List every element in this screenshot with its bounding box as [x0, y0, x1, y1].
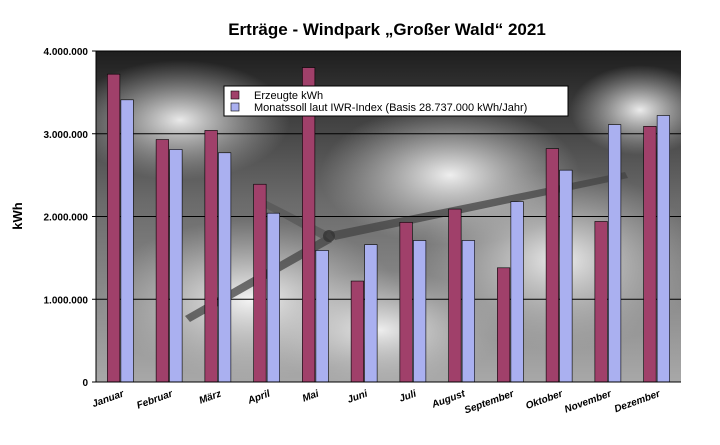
bar-series-2-juli	[413, 240, 427, 383]
bar-series-1-märz	[204, 130, 218, 383]
legend-label-series-1: Erzeugte kWh	[254, 90, 323, 102]
bar-series-1-dezember	[643, 126, 657, 383]
bar-series-2-november	[608, 124, 622, 383]
bar-series-1-juli	[399, 221, 413, 383]
bar-series-2-dezember	[656, 115, 670, 383]
legend-swatch-series-1	[230, 90, 240, 100]
x-tick-label: Juni	[346, 388, 369, 405]
turbine-hub	[323, 230, 335, 242]
bar-series-2-august	[461, 240, 475, 383]
bars	[107, 67, 670, 383]
bar-series-1-september	[497, 267, 511, 383]
y-tick-label: 3.000.000	[44, 130, 89, 141]
bar-series-2-märz	[218, 152, 232, 383]
x-tick-labels: Januar Februar März April Mai Juni Juli AugustS…	[91, 388, 663, 416]
bar-series-1-januar	[107, 73, 121, 383]
bar-series-2-april	[266, 212, 280, 383]
y-tick-labels: 0 1.000.000 2.000.000 3.000.000 4.000.000	[44, 47, 96, 389]
y-tick-label: 1.000.000	[44, 295, 89, 306]
bar-series-2-oktober	[559, 169, 573, 383]
x-tick-label: Juli	[398, 388, 418, 404]
y-axis-label: kWh	[10, 202, 25, 230]
legend-box	[223, 85, 569, 117]
x-tick-label: Mai	[301, 388, 321, 404]
y-tick-label: 2.000.000	[44, 213, 89, 224]
bar-series-1-august	[448, 208, 462, 383]
x-tick-label: April	[246, 388, 272, 407]
x-tick-label: Februar	[135, 388, 175, 411]
x-tick-label: August	[430, 388, 468, 411]
x-tick-label: September	[463, 388, 516, 416]
gridlines	[96, 50, 681, 300]
x-tick-label: Januar	[91, 388, 127, 410]
bar-series-2-juni	[364, 244, 378, 383]
bar-series-2-januar	[120, 99, 134, 383]
bar-series-2-februar	[169, 149, 183, 383]
x-tick-label: November	[563, 388, 614, 415]
bar-series-1-april	[253, 183, 267, 383]
x-tick-label: März	[198, 388, 223, 406]
bar-series-1-februar	[155, 139, 169, 383]
legend: Erzeugte kWh Monatssoll laut IWR-Index (…	[223, 85, 569, 117]
legend-label-series-2: Monatssoll laut IWR-Index (Basis 28.737.…	[254, 102, 527, 114]
x-tick-label: Dezember	[613, 388, 663, 415]
bar-series-1-oktober	[545, 148, 559, 383]
bar-series-2-mai	[315, 250, 329, 383]
y-tick-label: 0	[82, 378, 88, 389]
chart-title: Erträge - Windpark „Großer Wald“ 2021	[228, 20, 546, 39]
y-tick-label: 4.000.000	[44, 47, 89, 58]
legend-swatch-series-2	[230, 102, 240, 112]
bar-series-1-november	[594, 221, 608, 383]
bar-series-1-juni	[350, 280, 364, 383]
x-tick-label: Oktober	[524, 388, 565, 412]
bar-series-2-september	[510, 201, 524, 383]
